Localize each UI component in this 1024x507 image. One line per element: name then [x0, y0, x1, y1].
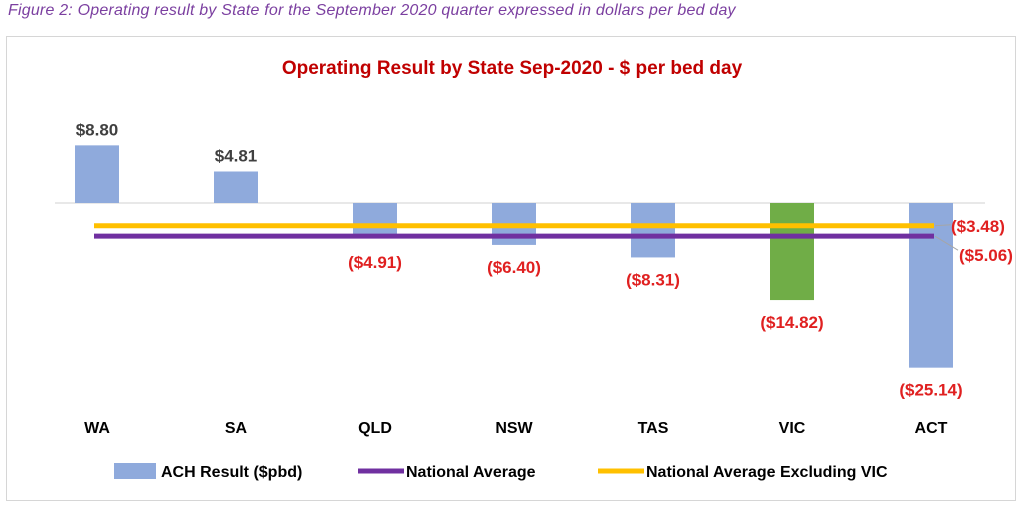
data-label-qld: ($4.91) — [348, 253, 402, 272]
category-label-act: ACT — [915, 420, 948, 437]
bar-act — [909, 203, 953, 368]
bar-tas — [631, 203, 675, 258]
legend-label-ach-result: ACH Result ($pbd) — [161, 464, 302, 481]
category-label-nsw: NSW — [495, 420, 533, 437]
category-label-sa: SA — [225, 420, 248, 437]
reference-lines-group — [94, 223, 934, 239]
category-label-tas: TAS — [638, 420, 669, 437]
data-label-wa: $8.80 — [76, 120, 119, 139]
data-label-sa: $4.81 — [215, 146, 258, 165]
national-average-leader — [934, 235, 959, 251]
bar-qld — [353, 203, 397, 236]
national-average-label: ($5.06) — [959, 246, 1013, 265]
data-label-tas: ($8.31) — [626, 270, 680, 289]
bars-group — [75, 145, 953, 368]
legend: ACH Result ($pbd) National Average Nationa… — [114, 463, 888, 481]
legend-label-national-average: National Average — [406, 464, 536, 481]
chart-frame — [6, 36, 1016, 501]
data-label-vic: ($14.82) — [760, 313, 823, 332]
bar-vic — [770, 203, 814, 301]
labels-group: $8.80 WA $4.81 SA ($4.91) QLD ($6.40) NSW ($8.31… — [76, 120, 1013, 437]
data-label-nsw: ($6.40) — [487, 258, 541, 277]
chart-title: Operating Result by State Sep-2020 - $ p… — [282, 58, 743, 79]
category-label-vic: VIC — [779, 420, 806, 437]
figure-caption: Figure 2: Operating result by State for … — [8, 2, 736, 19]
bar-sa — [214, 171, 258, 203]
category-label-qld: QLD — [358, 420, 392, 437]
national-average-excluding-vic-label: ($3.48) — [951, 217, 1005, 236]
national-average-excluding-vic-leader — [934, 224, 952, 227]
legend-label-national-average-excluding-vic: National Average Excluding VIC — [646, 464, 888, 481]
category-label-wa: WA — [84, 420, 110, 437]
legend-swatch-ach-result — [114, 463, 156, 479]
bar-wa — [75, 145, 119, 203]
data-label-act: ($25.14) — [899, 381, 962, 400]
